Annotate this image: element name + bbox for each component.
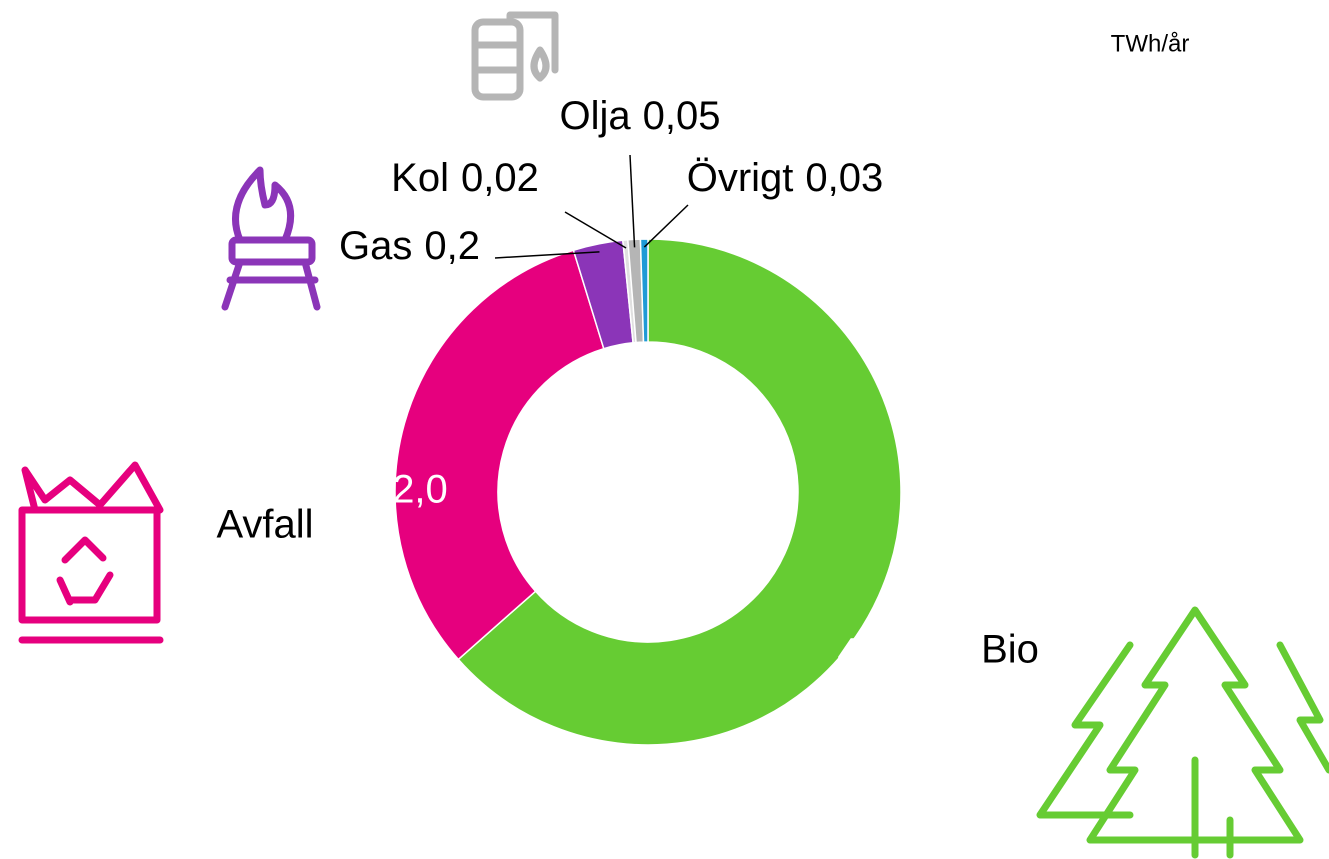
segment-label: Gas 0,2 [339,224,480,268]
leader-line [494,251,600,259]
value-label: 0,2 [424,224,480,268]
forest-icon [1036,606,1329,859]
oil-icon [471,11,559,101]
segment-label: Övrigt 0,03 [687,156,884,200]
category-label: Gas [339,224,412,268]
donut-segment [639,238,649,343]
segment-label: Kol 0,02 [391,156,539,200]
segment-label: Olja 0,05 [560,94,721,138]
unit-label: TWh/år [1111,30,1190,57]
waste-icon [18,461,164,644]
value-label: 2,0 [392,468,448,512]
category-label: Avfall [216,503,313,547]
leader-line [629,154,636,248]
value-label: 0,02 [461,156,539,200]
donut-segment [457,238,902,746]
category-label: Olja [560,94,632,138]
gas-icon [221,166,321,311]
leader-line [564,211,627,249]
leader-line [643,204,689,248]
donut-segment [394,249,605,661]
category-label: Övrigt [687,156,794,200]
value-label: 0,05 [643,94,721,138]
value-label: 4,0 [837,631,893,675]
category-label: Kol [391,156,449,200]
value-label: 0,03 [805,156,883,200]
category-label: Bio [981,628,1039,672]
